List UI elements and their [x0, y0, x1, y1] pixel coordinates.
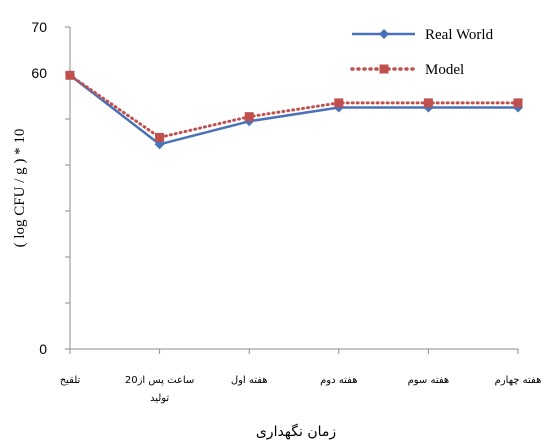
data-point	[65, 70, 75, 80]
data-point	[513, 98, 523, 108]
x-tick-label: هفته دوم	[320, 375, 357, 386]
data-point	[334, 98, 344, 108]
y-tick-label: 0	[39, 341, 47, 357]
series-line	[69, 74, 518, 146]
x-tick-label: هفته سوم	[408, 375, 450, 386]
x-tick-label-line: تولید	[150, 393, 169, 404]
x-ticks: تلقیح 20ساعت پس از تولید هفته اول هفته دوم هف…	[60, 349, 542, 404]
series-line	[68, 73, 520, 140]
y-tick-label: 60	[31, 65, 47, 81]
legend-label: Real World	[425, 27, 494, 43]
x-tick-label-line: هفته چهارم	[495, 375, 542, 386]
legend-marker	[379, 64, 389, 74]
x-tick-label: 20ساعت پس از تولید	[125, 375, 194, 404]
y-ticks: 70 60 0	[31, 19, 70, 357]
x-tick-label: هفته چهارم	[495, 375, 542, 386]
x-axis-label: زمان نگهداری	[256, 423, 336, 440]
y-axis-label: ( log CFU / g ) * 10	[12, 129, 28, 248]
legend-label: Model	[425, 62, 464, 78]
x-tick-label-line: 20ساعت پس از	[125, 375, 194, 386]
series-group	[65, 70, 523, 150]
legend-marker	[379, 29, 389, 39]
data-point	[423, 98, 433, 108]
x-tick-label: تلقیح	[60, 375, 81, 386]
x-tick-label-line: تلقیح	[60, 375, 81, 386]
x-tick-label-line: هفته سوم	[408, 375, 450, 386]
x-tick-label: هفته اول	[231, 375, 268, 386]
x-tick-label-line: هفته دوم	[320, 375, 357, 386]
data-point	[244, 112, 254, 122]
y-tick-label: 70	[31, 19, 47, 35]
data-point	[155, 132, 165, 142]
x-tick-label-line: هفته اول	[231, 375, 268, 386]
legend: Real World Model	[350, 27, 494, 78]
